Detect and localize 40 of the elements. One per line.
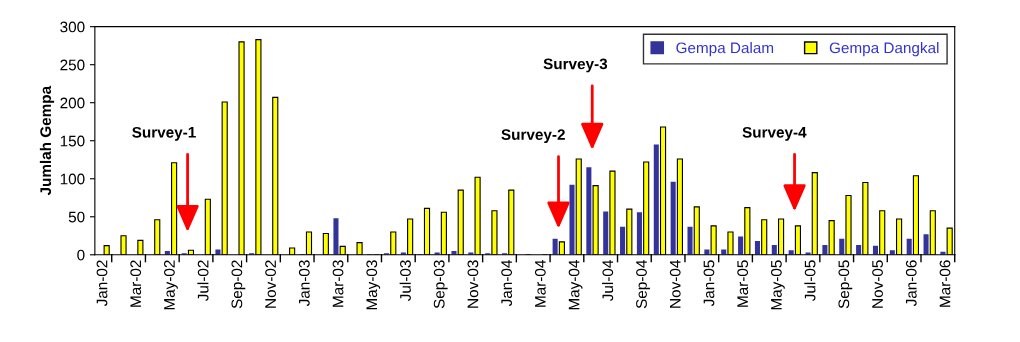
- annotation: Survey-2: [501, 129, 565, 144]
- x-tick-label: May-05: [770, 260, 785, 310]
- x-tick-label: Mar-05: [737, 260, 749, 307]
- annotation: Survey-1: [132, 126, 196, 141]
- x-tick-label: Jul-04: [601, 260, 614, 302]
- y-tick-label: 50: [68, 211, 85, 223]
- y-tick-label: 250: [60, 59, 85, 71]
- x-tick-label: Jul-05: [804, 260, 816, 302]
- annotation: Survey-3: [543, 58, 608, 73]
- x-tick-label: Jul-03: [399, 260, 411, 302]
- x-tick-label: Jan-04: [501, 260, 513, 307]
- legend-label: Gempa Dalam: [676, 42, 774, 57]
- x-tick-label: Sep-04: [636, 260, 650, 309]
- x-tick-label: Nov-05: [872, 260, 883, 308]
- y-tick-label: 0: [77, 249, 85, 261]
- x-tick-label: Sep-03: [433, 260, 448, 309]
- x-tick-label: Mar-03: [332, 260, 344, 307]
- x-tick-label: May-02: [164, 260, 178, 310]
- x-tick-label: Mar-04: [534, 260, 546, 307]
- x-tick-label: Nov-03: [467, 260, 479, 308]
- y-tick-label: 150: [60, 135, 85, 147]
- x-tick-label: Sep-02: [231, 260, 246, 309]
- x-tick-label: Jan-06: [905, 260, 917, 307]
- x-tick-label: Mar-06: [939, 260, 951, 307]
- x-tick-label: Jan-05: [703, 260, 715, 307]
- x-tick-label: May-03: [366, 260, 381, 310]
- y-tick-label: 200: [60, 97, 85, 109]
- y-tick-label: 100: [60, 173, 85, 185]
- y-axis-title: Jumlah Gempa: [39, 85, 55, 196]
- x-tick-label: Nov-02: [265, 260, 276, 308]
- legend-label: Gempa Dangkal: [829, 42, 939, 57]
- x-tick-label: Mar-02: [130, 260, 142, 307]
- x-tick-label: Nov-04: [669, 260, 681, 308]
- x-tick-label: Jan-03: [298, 260, 310, 307]
- annotation: Survey-4: [742, 126, 807, 141]
- x-tick-label: Sep-05: [838, 260, 853, 309]
- x-tick-label: May-04: [568, 260, 583, 310]
- x-tick-label: Jan-02: [96, 260, 108, 307]
- x-tick-label: Jul-02: [197, 260, 209, 302]
- y-tick-label: 300: [60, 21, 85, 33]
